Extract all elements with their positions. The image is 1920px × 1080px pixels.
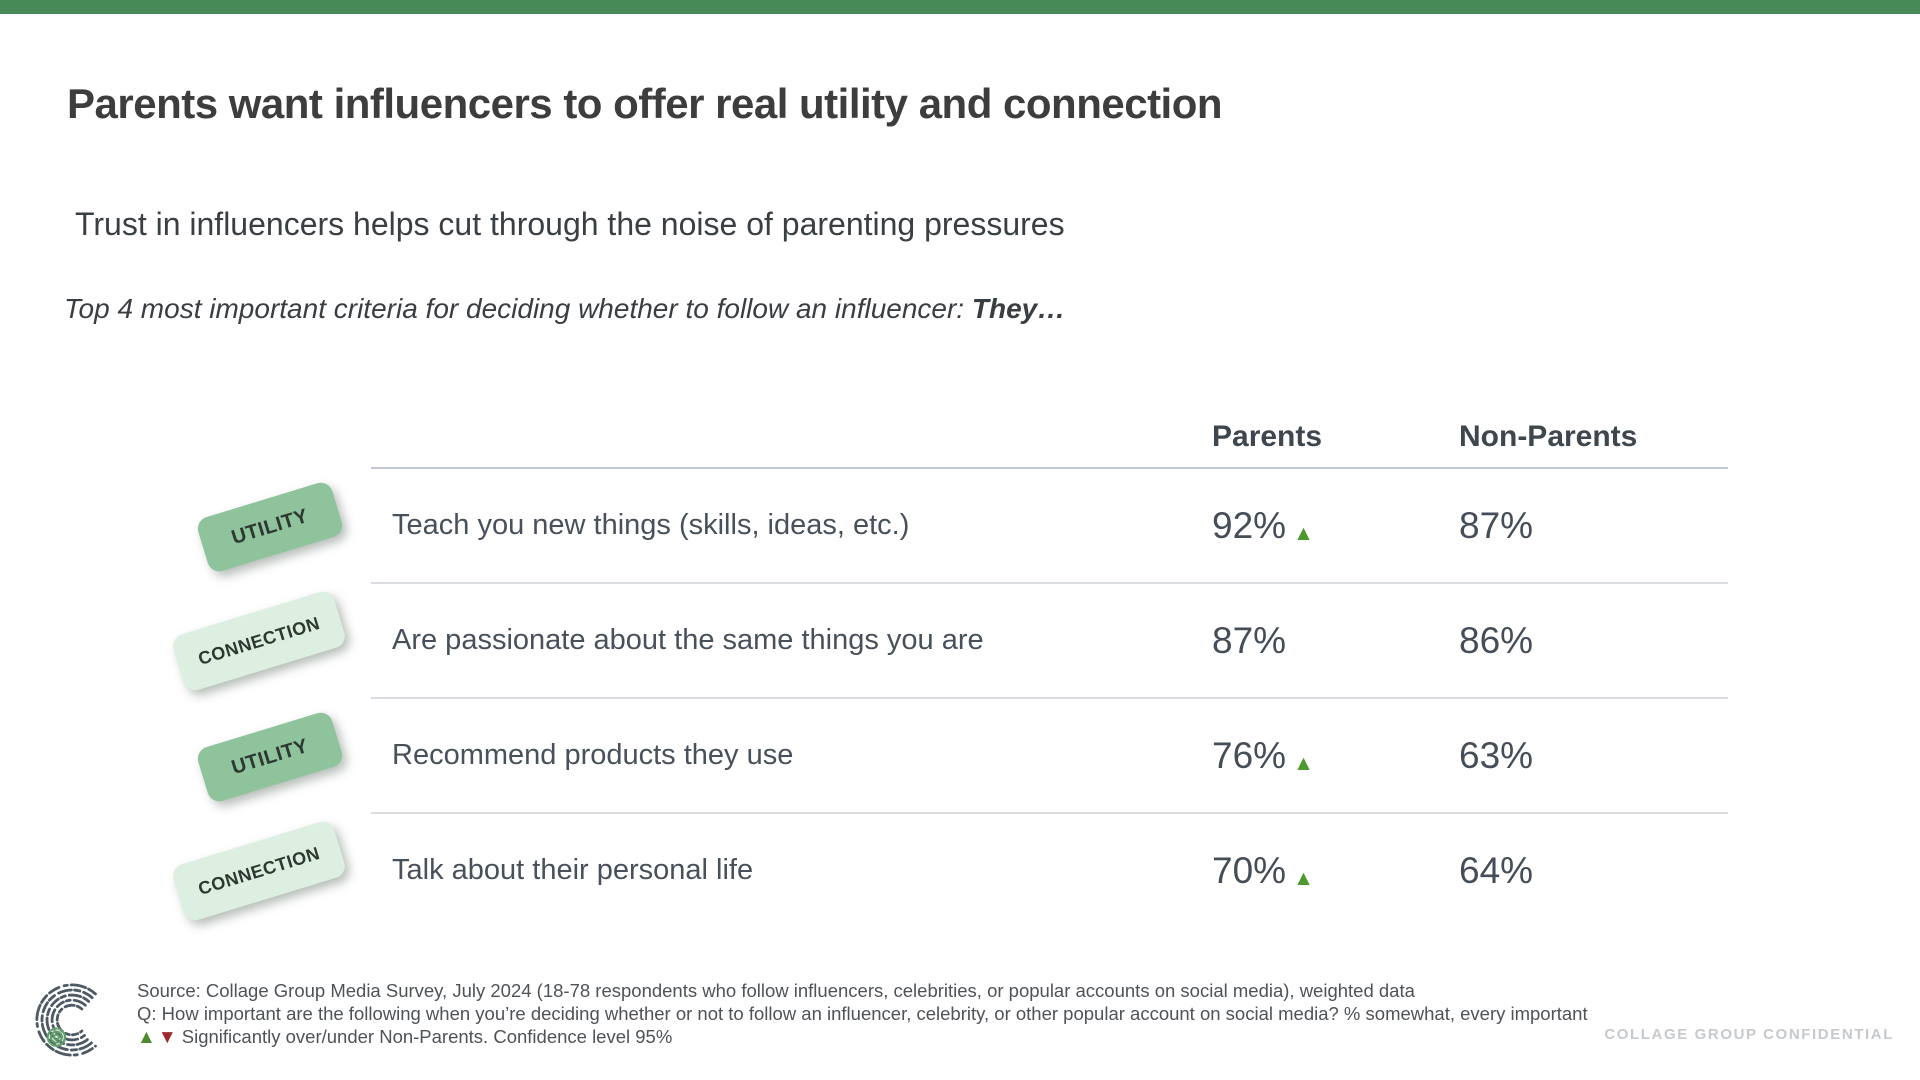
row-label: Talk about their personal life <box>392 854 754 886</box>
row-label: Recommend products they use <box>392 739 794 771</box>
non-parents-value-cell: 86% <box>1459 620 1728 662</box>
connection-badge: CONNECTION <box>170 818 348 924</box>
badge-label: CONNECTION <box>195 842 323 899</box>
table-row: UTILITY Recommend products they use 76% ▲… <box>194 699 1728 814</box>
subtitle: Trust in influencers helps cut through t… <box>75 206 1065 242</box>
non-parents-value: 87% <box>1459 504 1534 546</box>
footnote-block: Source: Collage Group Media Survey, July… <box>137 979 1588 1049</box>
badge-label: UTILITY <box>228 734 311 779</box>
confidential-label: COLLAGE GROUP CONFIDENTIAL <box>1604 1026 1894 1043</box>
parents-value: 87% <box>1212 619 1287 661</box>
criteria-table: Parents Non-Parents UTILITY Teach you ne… <box>170 407 1728 927</box>
non-parents-value-cell: 64% <box>1459 850 1728 892</box>
table-row: CONNECTION Talk about their personal lif… <box>170 814 1728 927</box>
parents-value-cell: 70% ▲ <box>1212 850 1459 892</box>
source-line: Source: Collage Group Media Survey, July… <box>137 980 1415 1001</box>
legend-line: ▲ ▼ Significantly over/under Non-Parents.… <box>137 1025 1588 1049</box>
criteria-emphasis: They… <box>971 293 1066 324</box>
badge-label: CONNECTION <box>195 612 323 669</box>
row-label: Teach you new things (skills, ideas, etc… <box>392 509 910 541</box>
parents-value: 70% <box>1212 849 1287 891</box>
collage-group-logo-icon <box>35 983 97 1057</box>
legend-up-icon: ▲ <box>137 1027 156 1048</box>
column-header-parents: Parents <box>1212 420 1323 453</box>
non-parents-value-cell: 87% <box>1459 505 1728 547</box>
parents-value-cell: 87% <box>1212 620 1459 662</box>
non-parents-value-cell: 63% <box>1459 735 1728 777</box>
legend-text: Significantly over/under Non-Parents. Co… <box>176 1026 673 1047</box>
sig-up-icon: ▲ <box>1293 751 1314 775</box>
table-row: UTILITY Teach you new things (skills, id… <box>194 469 1728 584</box>
row-label: Are passionate about the same things you… <box>392 624 984 656</box>
parents-value-cell: 76% ▲ <box>1212 735 1459 777</box>
table-row: CONNECTION Are passionate about the same… <box>170 584 1728 699</box>
parents-value-cell: 92% ▲ <box>1212 505 1459 547</box>
criteria-prefix: Top 4 most important criteria for decidi… <box>64 293 972 324</box>
top-accent-bar <box>0 0 1920 14</box>
non-parents-value: 63% <box>1459 734 1534 776</box>
page-title: Parents want influencers to offer real u… <box>67 80 1223 127</box>
parents-value: 76% <box>1212 734 1287 776</box>
badge-label: UTILITY <box>228 504 311 549</box>
utility-badge: UTILITY <box>194 709 346 805</box>
legend-down-icon: ▼ <box>157 1027 177 1048</box>
question-line: Q: How important are the following when … <box>137 1003 1588 1024</box>
criteria-line: Top 4 most important criteria for decidi… <box>64 293 1764 325</box>
table-header-row: Parents Non-Parents <box>371 407 1728 469</box>
non-parents-value: 64% <box>1459 849 1534 891</box>
connection-badge: CONNECTION <box>170 588 348 694</box>
column-header-non-parents: Non-Parents <box>1459 420 1638 453</box>
non-parents-value: 86% <box>1459 619 1534 661</box>
utility-badge: UTILITY <box>194 479 346 575</box>
parents-value: 92% <box>1212 504 1287 546</box>
sig-up-icon: ▲ <box>1293 866 1314 890</box>
sig-up-icon: ▲ <box>1293 521 1314 545</box>
